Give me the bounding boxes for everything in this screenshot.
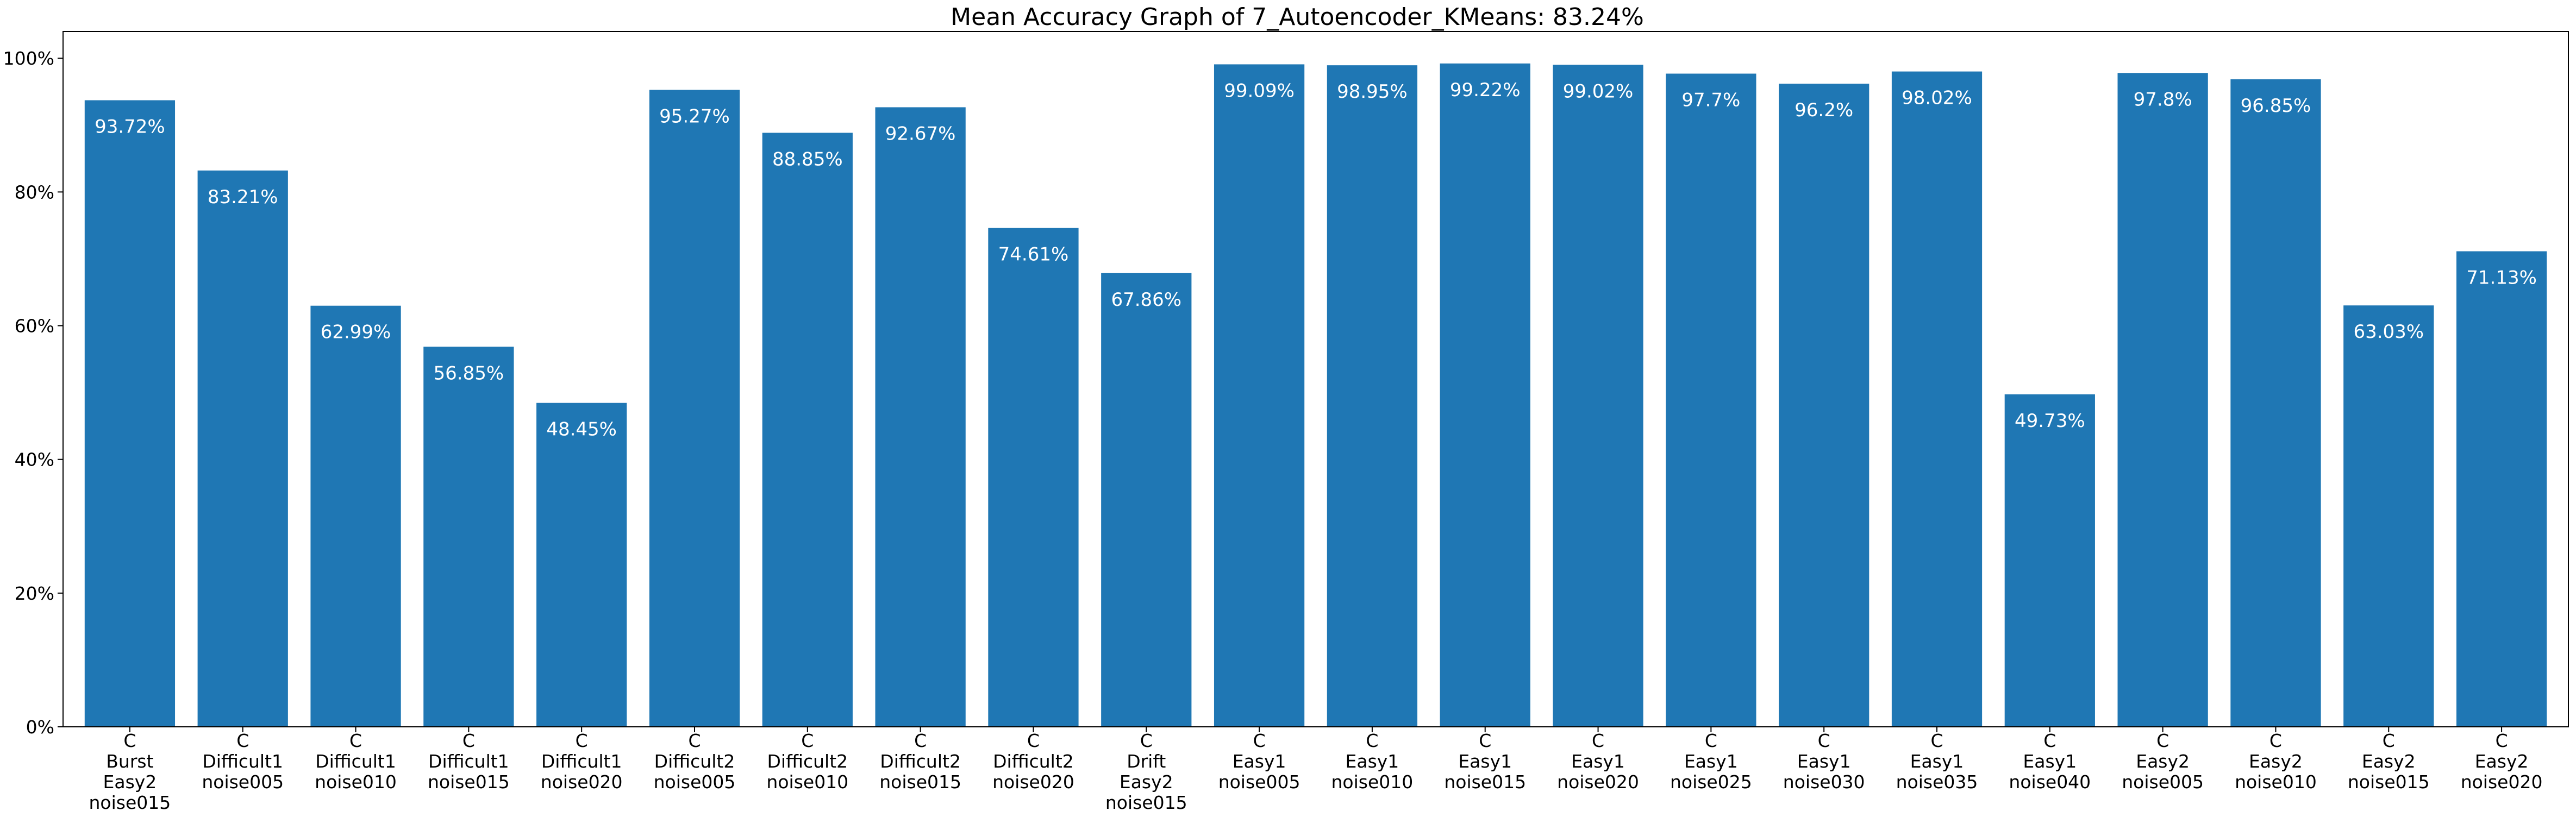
data-label: 97.7% [1681,90,1740,111]
bar [1666,73,1756,727]
data-label: 92.67% [885,123,956,144]
data-label: 83.21% [208,186,278,208]
data-label: 96.85% [2241,95,2311,117]
x-tick-label: C Easy1 noise040 [2009,730,2091,793]
data-label: 99.09% [1224,80,1295,102]
bar [423,347,514,727]
data-label: 99.02% [1563,80,1634,102]
x-tick-label: C Difficult2 noise005 [654,730,736,793]
x-tick-label: C Difficult1 noise005 [202,730,284,793]
y-tick-label: 100% [3,48,54,69]
x-tick-label: C Easy1 noise005 [1218,730,1300,793]
bar [649,90,740,727]
data-label: 99.22% [1450,79,1521,101]
bar [2004,394,2095,727]
x-tick-label: C Difficult1 noise020 [541,730,623,793]
data-labels-layer: 93.72% 83.21% 62.99% 56.85% 48.45% 95.27% 88.8… [95,79,2537,441]
data-label: 71.13% [2466,267,2537,289]
bar [875,107,966,727]
data-label: 67.86% [1111,289,1181,311]
bar [1214,64,1305,727]
bar [762,133,853,727]
data-label: 88.85% [772,148,843,170]
bar [1779,84,1870,727]
data-label: 93.72% [95,116,165,138]
x-tick-label: C Difficult2 noise020 [992,730,1074,793]
data-label: 98.02% [1902,87,1972,109]
data-label: 62.99% [321,322,391,343]
bar [1440,63,1530,727]
bar [2230,79,2321,727]
bar [2117,73,2208,727]
x-tick-label: C Easy1 noise015 [1444,730,1526,793]
data-label: 48.45% [546,419,617,441]
data-label: 97.8% [2134,89,2192,110]
y-tick-label: 0% [26,717,54,738]
y-tick-label: 40% [15,449,54,470]
bar [84,100,176,727]
bar [1327,65,1418,727]
chart-title: Mean Accuracy Graph of 7_Autoencoder_KMe… [951,3,1644,31]
x-tick-label: C Difficult2 noise010 [766,730,848,793]
data-label: 56.85% [434,362,504,384]
y-tick-label: 20% [15,583,54,604]
bar [536,403,627,727]
bar [2456,251,2547,727]
x-tick-label: C Easy2 noise010 [2235,730,2317,793]
bars-layer [84,63,2547,727]
bar [1891,71,1983,727]
data-label: 63.03% [2353,321,2424,343]
bar [310,305,401,727]
data-label: 95.27% [659,105,730,127]
y-tick-label: 60% [15,316,54,337]
x-tick-label: C Burst Easy2 noise015 [89,730,171,813]
x-tick-label: C Easy1 noise025 [1670,730,1752,793]
y-axis: 0% 20% 40% 60% 80% 100% [3,48,63,738]
x-tick-label: C Easy2 noise020 [2461,730,2543,793]
x-tick-label: C Easy1 noise020 [1557,730,1639,793]
bar [1553,65,1643,727]
x-tick-label: C Easy2 noise005 [2122,730,2204,793]
plot-frame [62,31,2569,727]
bar [2343,305,2434,727]
x-tick-label: C Easy2 noise015 [2348,730,2430,793]
x-tick-label: C Drift Easy2 noise015 [1105,730,1187,813]
bar [988,228,1079,727]
data-label: 98.95% [1337,81,1408,103]
x-tick-label: C Difficult2 noise015 [879,730,961,793]
data-label: 96.2% [1795,99,1853,121]
x-tick-label: C Difficult1 noise010 [315,730,397,793]
x-tick-label: C Easy1 noise035 [1896,730,1978,793]
x-axis: C Burst Easy2 noise015 C Difficult1 noise005 C D… [89,727,2543,813]
x-tick-label: C Easy1 noise030 [1783,730,1865,793]
bar [1101,273,1192,727]
data-label: 74.61% [998,244,1069,266]
data-label: 49.73% [2015,410,2085,432]
x-tick-label: C Easy1 noise010 [1331,730,1414,793]
bar [197,170,288,727]
x-tick-label: C Difficult1 noise015 [428,730,510,793]
y-tick-label: 80% [15,181,54,203]
